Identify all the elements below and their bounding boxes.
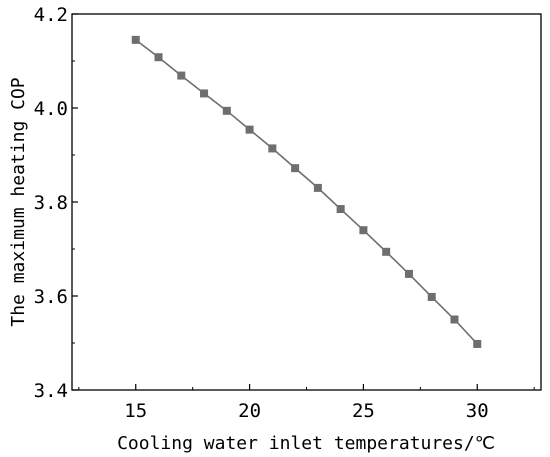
- data-point-marker: [450, 315, 459, 324]
- data-point-marker: [313, 183, 322, 192]
- x-tick-label: 25: [352, 400, 375, 422]
- data-point-marker: [404, 269, 413, 278]
- data-point-marker: [222, 106, 231, 115]
- data-point-marker: [177, 71, 186, 80]
- y-tick-label: 3.4: [34, 380, 68, 402]
- data-point-marker: [291, 164, 300, 173]
- y-tick-label: 4.2: [34, 4, 68, 26]
- y-tick-label: 4.0: [34, 98, 68, 120]
- x-axis-title: Cooling water inlet temperatures/℃: [117, 433, 495, 454]
- data-point-marker: [427, 292, 436, 301]
- data-point-marker: [268, 144, 277, 153]
- ticks-layer: 15 20 25 30 3.4 3.6 3.8 4.0 4.2: [34, 4, 535, 422]
- series-layer: [131, 35, 482, 348]
- data-point-marker: [382, 247, 391, 256]
- y-tick-label: 3.8: [34, 192, 68, 214]
- data-point-marker: [359, 226, 368, 235]
- plot-frame: [71, 13, 542, 391]
- x-tick-label: 30: [466, 400, 489, 422]
- y-axis-title: The maximum heating COP: [8, 77, 29, 326]
- y-tick-label: 3.6: [34, 286, 68, 308]
- data-point-marker: [200, 89, 209, 98]
- data-point-marker: [473, 339, 482, 348]
- data-point-marker: [154, 53, 163, 62]
- data-point-marker: [336, 205, 345, 214]
- data-point-marker: [245, 125, 254, 134]
- x-tick-label: 20: [238, 400, 261, 422]
- x-tick-label: 15: [124, 400, 147, 422]
- series-line: [135, 39, 478, 345]
- data-point-marker: [131, 35, 140, 44]
